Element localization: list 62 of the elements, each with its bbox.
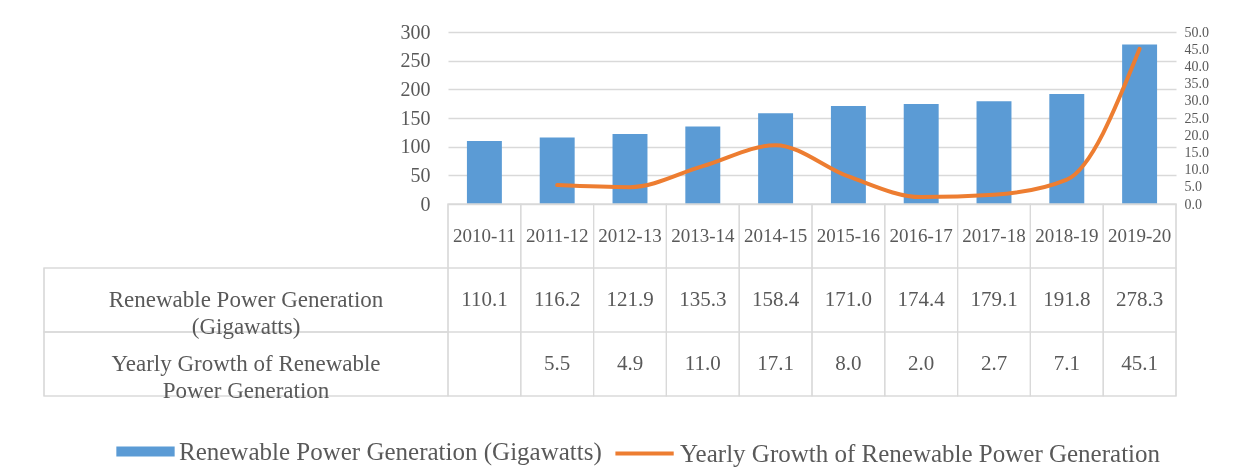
x-tick-label: 2013-14 <box>671 225 735 246</box>
y2-tick-label: 5.0 <box>1184 179 1202 195</box>
data-label: 45.1 <box>1121 351 1158 375</box>
x-tick-label: 2017-18 <box>962 225 1026 246</box>
bar <box>903 104 939 204</box>
data-label: 278.3 <box>1115 287 1164 311</box>
y2-tick-label: 20.0 <box>1184 127 1209 143</box>
data-label: 4.9 <box>616 351 644 375</box>
data-label: 179.1 <box>970 287 1018 311</box>
y2-tick-label: 0.0 <box>1184 196 1202 212</box>
y2-tick-label: 15.0 <box>1184 144 1209 160</box>
y2-tick-label: 30.0 <box>1184 93 1209 109</box>
x-tick-label: 2012-13 <box>598 225 662 246</box>
data-label: 2.7 <box>980 351 1008 375</box>
bar <box>758 113 794 204</box>
y2-tick-label: 50.0 <box>1184 24 1209 40</box>
bar <box>830 105 866 204</box>
y2-tick-label: 10.0 <box>1184 162 1209 178</box>
y-tick-label: 0 <box>420 192 431 215</box>
x-tick-label: 2018-19 <box>1035 225 1099 246</box>
y-tick-label: 200 <box>400 77 431 100</box>
bar <box>612 134 648 204</box>
line-series <box>555 46 1142 200</box>
data-label: 135.3 <box>679 287 727 311</box>
legend-label: Yearly Growth of Renewable Power Generation <box>680 439 1161 467</box>
text: Yearly Growth of Renewable Power Generation <box>111 351 381 403</box>
data-label: 158.4 <box>751 287 800 311</box>
legend-label: Renewable Power Generation (Gigawatts) <box>179 437 602 466</box>
x-tick-label: 2014-15 <box>743 225 808 246</box>
y2-tick-label: 45.0 <box>1184 41 1209 57</box>
y2-tick-label: 35.0 <box>1184 76 1209 92</box>
data-label: 11.0 <box>684 351 721 375</box>
y-tick-label: 150 <box>400 106 431 129</box>
data-label: 17.1 <box>757 351 794 375</box>
data-label: 5.5 <box>544 351 571 375</box>
y-tick-label: 100 <box>400 135 431 158</box>
y2-tick-label: 25.0 <box>1184 110 1209 126</box>
data-label: 191.8 <box>1043 287 1091 311</box>
data-label: 116.2 <box>533 287 581 311</box>
x-tick-label: 2015-16 <box>816 225 881 246</box>
data-label: 174.4 <box>897 287 946 311</box>
y-tick-label: 300 <box>400 20 431 43</box>
bar <box>1122 44 1158 204</box>
x-tick-label: 2016-17 <box>889 225 953 246</box>
data-label: 121.9 <box>606 287 654 311</box>
bar <box>466 140 502 204</box>
data-label: 110.1 <box>461 287 508 311</box>
data-label: 171.0 <box>824 287 873 311</box>
x-tick-label: 2011-12 <box>525 225 589 246</box>
y2-tick-label: 40.0 <box>1184 58 1209 74</box>
x-tick-label: 2019-20 <box>1107 225 1172 246</box>
bar <box>976 101 1012 204</box>
text: Renewable Power Generation (Gigawatts) <box>108 287 384 339</box>
data-label: 2.0 <box>908 351 935 375</box>
data-label: 8.0 <box>835 351 862 375</box>
x-tick-label: 2010-11 <box>453 225 516 246</box>
y-tick-label: 50 <box>410 163 431 186</box>
bar <box>685 126 721 204</box>
data-label: 7.1 <box>1053 351 1080 375</box>
bar <box>539 137 575 204</box>
bar <box>1049 94 1085 204</box>
y-tick-label: 250 <box>400 49 431 72</box>
